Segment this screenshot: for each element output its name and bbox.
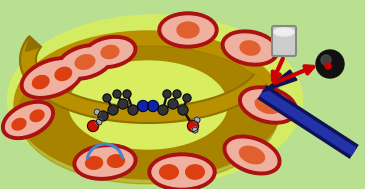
Circle shape	[88, 121, 99, 132]
Ellipse shape	[75, 55, 95, 69]
Ellipse shape	[5, 105, 50, 136]
Circle shape	[123, 90, 131, 98]
Circle shape	[98, 111, 108, 121]
Circle shape	[316, 50, 344, 78]
Ellipse shape	[32, 76, 49, 89]
Circle shape	[94, 109, 100, 115]
Circle shape	[183, 94, 191, 102]
Ellipse shape	[12, 119, 26, 130]
Ellipse shape	[162, 16, 214, 44]
Circle shape	[168, 99, 178, 109]
Ellipse shape	[107, 155, 124, 167]
Ellipse shape	[69, 61, 227, 149]
FancyBboxPatch shape	[272, 26, 296, 56]
Circle shape	[158, 105, 168, 115]
Circle shape	[96, 119, 102, 125]
Ellipse shape	[20, 57, 84, 99]
Ellipse shape	[24, 61, 80, 95]
Circle shape	[178, 105, 188, 115]
Ellipse shape	[152, 157, 212, 187]
Ellipse shape	[225, 34, 275, 62]
Ellipse shape	[239, 146, 265, 164]
Ellipse shape	[85, 157, 103, 169]
Ellipse shape	[177, 22, 199, 38]
Circle shape	[325, 63, 331, 69]
Ellipse shape	[8, 15, 303, 185]
Ellipse shape	[227, 139, 277, 171]
Ellipse shape	[186, 165, 204, 179]
Circle shape	[163, 90, 171, 98]
Ellipse shape	[221, 30, 279, 66]
Ellipse shape	[243, 90, 293, 120]
Ellipse shape	[83, 36, 137, 68]
Polygon shape	[26, 36, 41, 51]
Ellipse shape	[73, 144, 137, 180]
Ellipse shape	[57, 44, 114, 80]
Ellipse shape	[18, 46, 278, 184]
Ellipse shape	[14, 31, 282, 179]
Circle shape	[194, 117, 200, 123]
Ellipse shape	[239, 86, 297, 124]
Ellipse shape	[87, 40, 133, 64]
Circle shape	[192, 127, 198, 133]
Ellipse shape	[77, 148, 133, 176]
Circle shape	[113, 90, 121, 98]
Circle shape	[118, 99, 128, 109]
Circle shape	[147, 101, 158, 112]
Circle shape	[103, 94, 111, 102]
Ellipse shape	[223, 135, 281, 175]
Ellipse shape	[55, 67, 72, 81]
Circle shape	[173, 90, 181, 98]
Circle shape	[321, 55, 331, 65]
Ellipse shape	[61, 48, 110, 76]
Ellipse shape	[158, 12, 218, 48]
Ellipse shape	[240, 41, 260, 55]
Ellipse shape	[274, 28, 294, 36]
Ellipse shape	[101, 45, 119, 59]
Polygon shape	[262, 70, 297, 92]
Circle shape	[138, 101, 149, 112]
Ellipse shape	[160, 165, 178, 179]
Ellipse shape	[30, 110, 44, 122]
Circle shape	[128, 105, 138, 115]
Ellipse shape	[148, 153, 216, 189]
Ellipse shape	[255, 97, 281, 113]
Ellipse shape	[1, 101, 54, 139]
Circle shape	[188, 121, 199, 132]
Circle shape	[108, 105, 118, 115]
